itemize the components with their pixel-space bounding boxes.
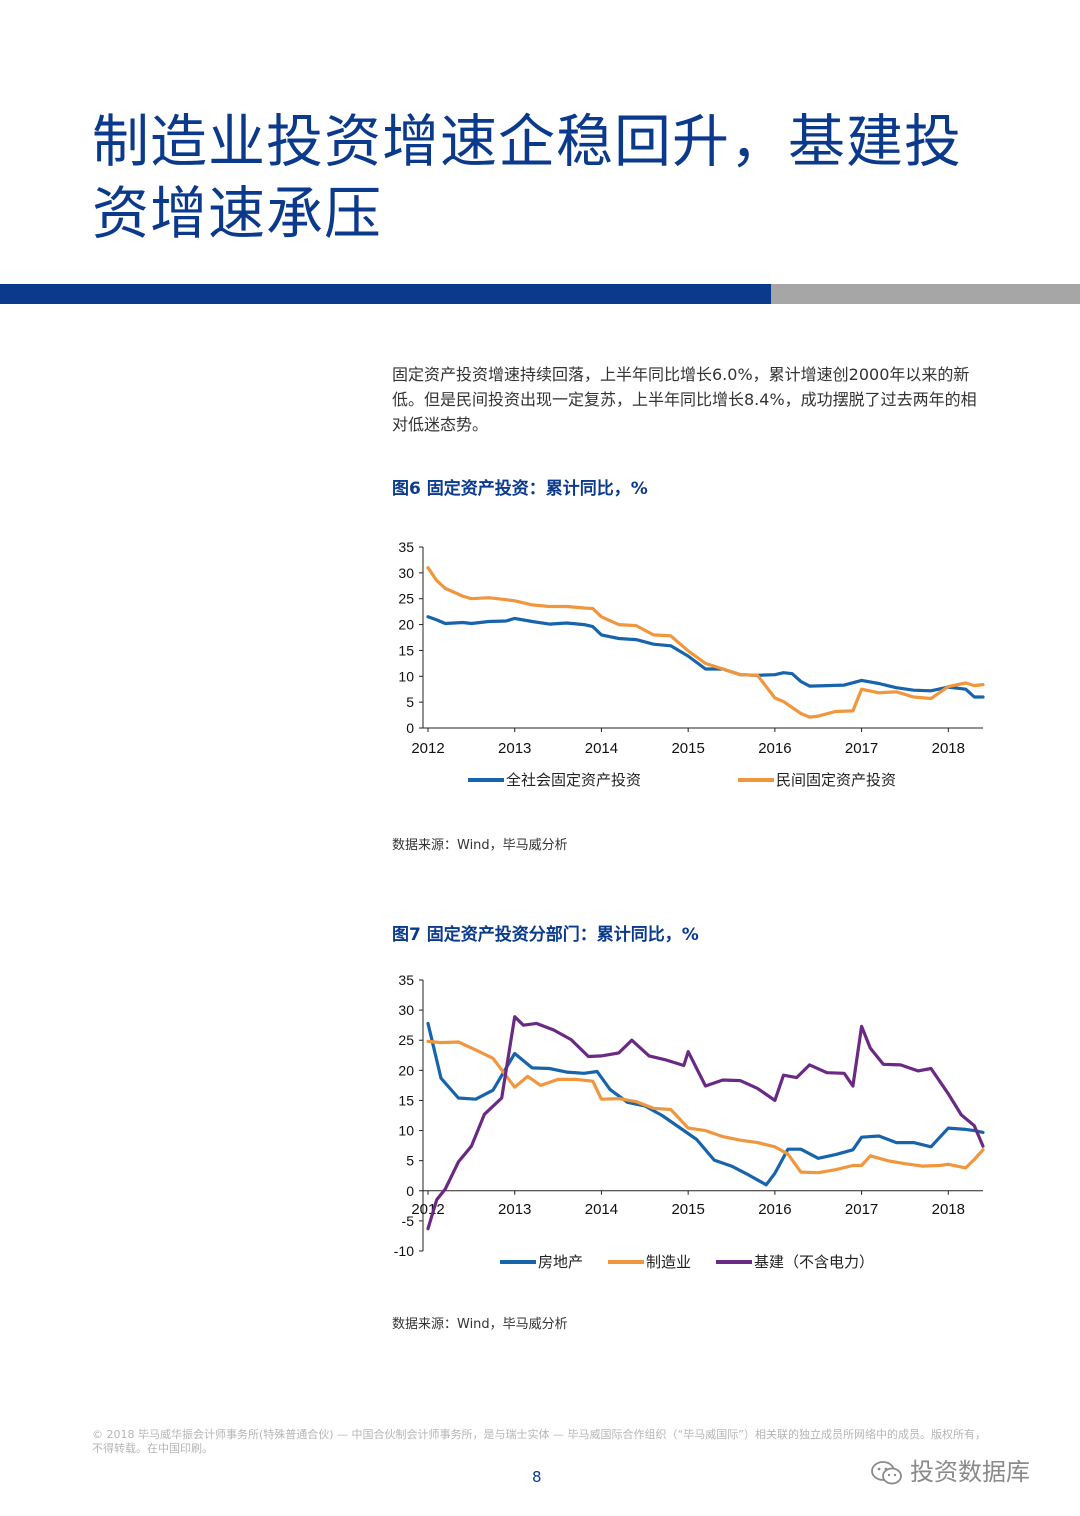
chart7-y-tick-label: 5 [406, 1153, 414, 1169]
chart6-y-tick-label: 20 [398, 617, 414, 633]
chart6-x-tick-label: 2018 [932, 740, 965, 757]
watermark: 投资数据库 [870, 1452, 1030, 1487]
chart7-y-tick-label: 20 [398, 1062, 414, 1078]
figure-6-title: 图6 固定资产投资：累计同比，% [392, 479, 648, 499]
chart6-y-tick-label: 35 [398, 539, 414, 555]
chart6-legend-label-1: 全社会固定资产投资 [506, 771, 641, 789]
chart7-x-tick-label: 2015 [671, 1201, 704, 1218]
wechat-icon [871, 1461, 902, 1485]
chart7-y-tick-label: 35 [398, 972, 414, 988]
chart7-series-line-1 [426, 1021, 985, 1187]
intro-paragraph: 固定资产投资增速持续回落，上半年同比增长6.0%，累计增速创2000年以来的新低… [392, 365, 977, 434]
chart7-y-tick-label: 30 [398, 1002, 414, 1018]
chart6-y-tick-label: 15 [398, 642, 414, 658]
chart6-y-tick-label: 30 [398, 565, 414, 581]
chart6-x-tick-label: 2017 [845, 740, 878, 757]
footer-copyright: © 2018 毕马威华振会计师事务所(特殊普通合伙) — 中国合伙制会计师事务所… [92, 1428, 986, 1455]
watermark-text: 投资数据库 [910, 1458, 1030, 1486]
chart7-y-tick-label: -5 [402, 1213, 415, 1229]
page-title: 制造业投资增速企稳回升，基建投资增速承压 [92, 109, 962, 247]
figure-7-source: 数据来源：Wind，毕马威分析 [392, 1317, 568, 1332]
chart6-y-tick-label: 5 [406, 694, 414, 710]
chart6-x-tick-label: 2014 [585, 740, 618, 757]
chart7-y-tick-label: 10 [398, 1123, 414, 1139]
chart7-legend-label-2: 制造业 [646, 1253, 691, 1271]
chart6-x-tick-label: 2013 [498, 740, 531, 757]
chart7-x-tick-label: 2013 [498, 1201, 531, 1218]
chart6-series-line-2 [426, 566, 985, 719]
chart7-y-tick-label: 0 [406, 1183, 414, 1199]
chart7-y-tick-label: -10 [394, 1243, 414, 1259]
chart6-x-tick-label: 2015 [671, 740, 704, 757]
figure-6-source: 数据来源：Wind，毕马威分析 [392, 838, 568, 853]
chart6-y-tick-label: 0 [406, 720, 414, 736]
chart6-y-tick-label: 10 [398, 668, 414, 684]
figure-7-title: 图7 固定资产投资分部门：累计同比，% [392, 925, 699, 945]
chart7-x-tick-label: 2016 [758, 1201, 791, 1218]
chart7-x-tick-label: 2014 [585, 1201, 618, 1218]
chart7-series-line-2 [426, 1039, 985, 1175]
chart6-x-tick-label: 2012 [411, 740, 444, 757]
header-bar-blue [0, 284, 771, 304]
chart7-legend-label-3: 基建（不含电力） [754, 1253, 874, 1271]
chart7-y-tick-label: 25 [398, 1032, 414, 1048]
header-bar-grey [771, 284, 1080, 304]
chart6-series-line-1 [426, 615, 985, 699]
chart7-series-line-3 [426, 1015, 985, 1231]
chart7-x-tick-label: 2017 [845, 1201, 878, 1218]
chart6-legend-label-2: 民间固定资产投资 [776, 771, 896, 789]
chart7-x-tick-label: 2012 [411, 1201, 444, 1218]
chart6-y-tick-label: 25 [398, 591, 414, 607]
chart7-x-tick-label: 2018 [932, 1201, 965, 1218]
chart6-x-tick-label: 2016 [758, 740, 791, 757]
page-number: 8 [532, 1468, 542, 1486]
chart7-legend-label-1: 房地产 [538, 1253, 583, 1271]
chart7-y-tick-label: 15 [398, 1092, 414, 1108]
